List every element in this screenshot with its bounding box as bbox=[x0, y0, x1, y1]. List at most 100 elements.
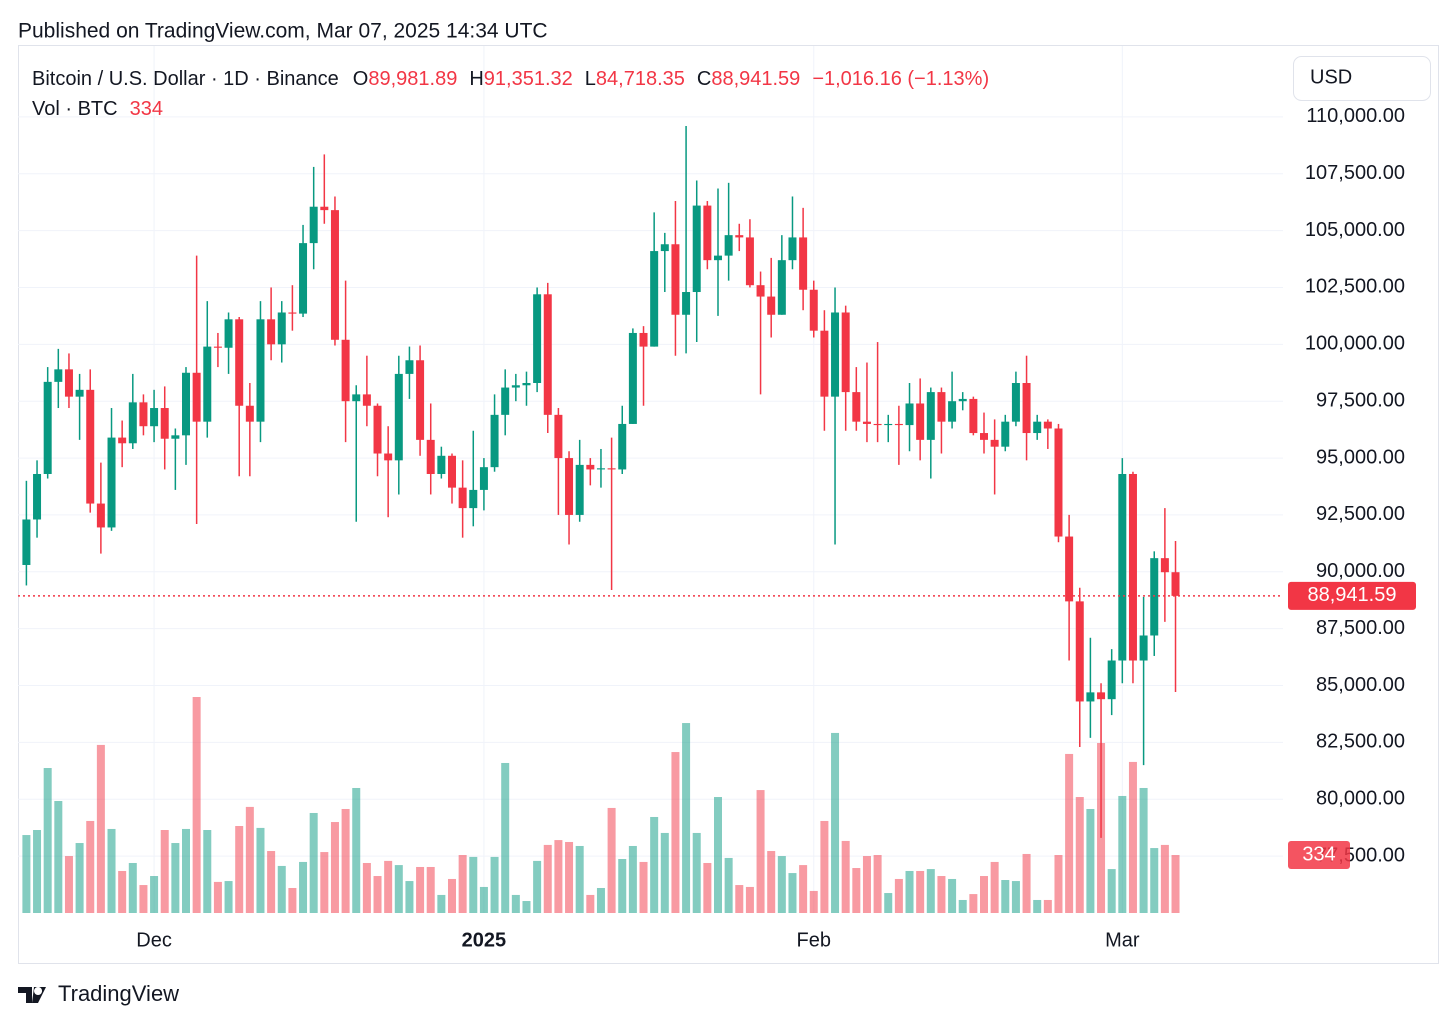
volume-bar bbox=[320, 852, 329, 913]
candle-body bbox=[362, 394, 371, 406]
volume-bar bbox=[862, 856, 871, 913]
volume-bar bbox=[639, 861, 648, 913]
candle-body bbox=[639, 332, 648, 347]
candle-body bbox=[703, 205, 712, 261]
candle-body bbox=[926, 392, 935, 440]
candle-body bbox=[1022, 383, 1031, 434]
candle-body bbox=[479, 467, 488, 490]
candle-body bbox=[96, 503, 105, 528]
volume-bar bbox=[831, 732, 840, 913]
last-volume-badge bbox=[1288, 841, 1350, 870]
candle-body bbox=[256, 319, 265, 422]
candle-body bbox=[160, 408, 169, 439]
candle-body bbox=[533, 294, 542, 384]
volume-bar bbox=[1086, 808, 1095, 913]
candle-body bbox=[75, 389, 84, 397]
candle-body bbox=[501, 387, 510, 415]
candle-body bbox=[309, 206, 318, 244]
volume-bar bbox=[1139, 787, 1148, 913]
volume-bar bbox=[203, 830, 212, 913]
candle-body bbox=[33, 473, 42, 520]
volume-bar bbox=[192, 697, 201, 913]
volume-bar bbox=[894, 878, 903, 913]
candle-body bbox=[671, 244, 680, 315]
candle-body bbox=[448, 455, 456, 488]
candle-body bbox=[575, 464, 584, 515]
candle-body bbox=[469, 489, 478, 509]
x-tick-label: Mar bbox=[1105, 929, 1140, 951]
volume-bar bbox=[64, 856, 73, 913]
volume-bar bbox=[948, 878, 957, 913]
candle-body bbox=[224, 319, 233, 348]
currency[interactable]: USD bbox=[1310, 66, 1352, 88]
candle-body bbox=[724, 235, 733, 256]
footer-brand: TradingView bbox=[58, 981, 179, 1006]
volume-bar bbox=[703, 862, 712, 913]
volume-bar bbox=[437, 894, 446, 913]
candle-body bbox=[894, 423, 903, 426]
candle-body bbox=[820, 330, 829, 397]
candle-body bbox=[1033, 421, 1042, 434]
last-volume-label: 334 bbox=[1302, 843, 1335, 865]
volume-bar bbox=[299, 861, 308, 913]
volume-bar bbox=[937, 876, 946, 913]
volume-bar bbox=[777, 856, 786, 913]
candle-body bbox=[596, 468, 605, 470]
volume-bar bbox=[171, 843, 180, 913]
volume-bar bbox=[128, 862, 137, 913]
candles bbox=[22, 125, 1180, 838]
candle-body bbox=[948, 401, 957, 422]
volume-bar bbox=[522, 901, 531, 913]
volume-bar bbox=[1171, 855, 1180, 913]
candle-body bbox=[118, 437, 127, 444]
time-axis: Dec 2025 Feb Mar bbox=[136, 929, 1140, 951]
ohlc-value: 84,718.35 bbox=[596, 68, 685, 90]
y-tick-label: 87,500.00 bbox=[1316, 617, 1405, 639]
candle-body bbox=[341, 339, 350, 402]
candle-body bbox=[299, 243, 308, 314]
y-tick-label: 105,000.00 bbox=[1305, 219, 1405, 241]
candle-body bbox=[692, 205, 701, 293]
y-tick-label: 110,000.00 bbox=[1306, 105, 1405, 127]
candle-body bbox=[799, 237, 808, 290]
volume-bar bbox=[160, 830, 169, 913]
candle-body bbox=[841, 312, 850, 393]
candle-body bbox=[1065, 536, 1074, 602]
candle-body bbox=[916, 403, 925, 440]
volume-bar bbox=[43, 768, 52, 913]
candle-body bbox=[884, 423, 893, 426]
candle-body bbox=[745, 237, 754, 286]
candle-body bbox=[288, 312, 297, 314]
candle-body bbox=[128, 402, 137, 444]
candle-body bbox=[277, 312, 286, 345]
volume-value: 334 bbox=[130, 98, 163, 120]
y-tick-label: 97,500.00 bbox=[1316, 389, 1405, 411]
volume-bar bbox=[660, 832, 669, 913]
candle-body bbox=[203, 346, 212, 422]
candle-body bbox=[330, 210, 339, 340]
volume-bar bbox=[969, 894, 978, 913]
volume-bar bbox=[1075, 797, 1084, 913]
volume-bar bbox=[735, 885, 744, 913]
volume-bar bbox=[905, 870, 914, 913]
candle-body bbox=[86, 389, 95, 504]
volume-bar bbox=[671, 752, 680, 913]
volume-bar bbox=[682, 723, 691, 913]
candle-body bbox=[788, 237, 797, 261]
candle-body bbox=[1097, 692, 1106, 700]
y-tick-label: 85,000.00 bbox=[1316, 674, 1405, 696]
candle-body bbox=[1150, 558, 1159, 636]
y-tick-label: 90,000.00 bbox=[1316, 560, 1405, 582]
candle-body bbox=[426, 439, 435, 474]
volume-bar bbox=[980, 876, 988, 913]
volume-bar bbox=[745, 886, 754, 913]
symbol: Bitcoin / U.S. Dollar · 1D · Binance bbox=[32, 68, 339, 90]
x-tick-label: Feb bbox=[797, 929, 831, 951]
candle-body bbox=[650, 251, 659, 347]
last-price-label: 88,941.59 bbox=[1308, 584, 1397, 606]
currency-box[interactable] bbox=[1293, 56, 1431, 101]
volume-bar bbox=[926, 869, 935, 913]
candle-body bbox=[394, 373, 403, 461]
volume-bar bbox=[1022, 853, 1031, 913]
volume-bar bbox=[150, 876, 159, 913]
